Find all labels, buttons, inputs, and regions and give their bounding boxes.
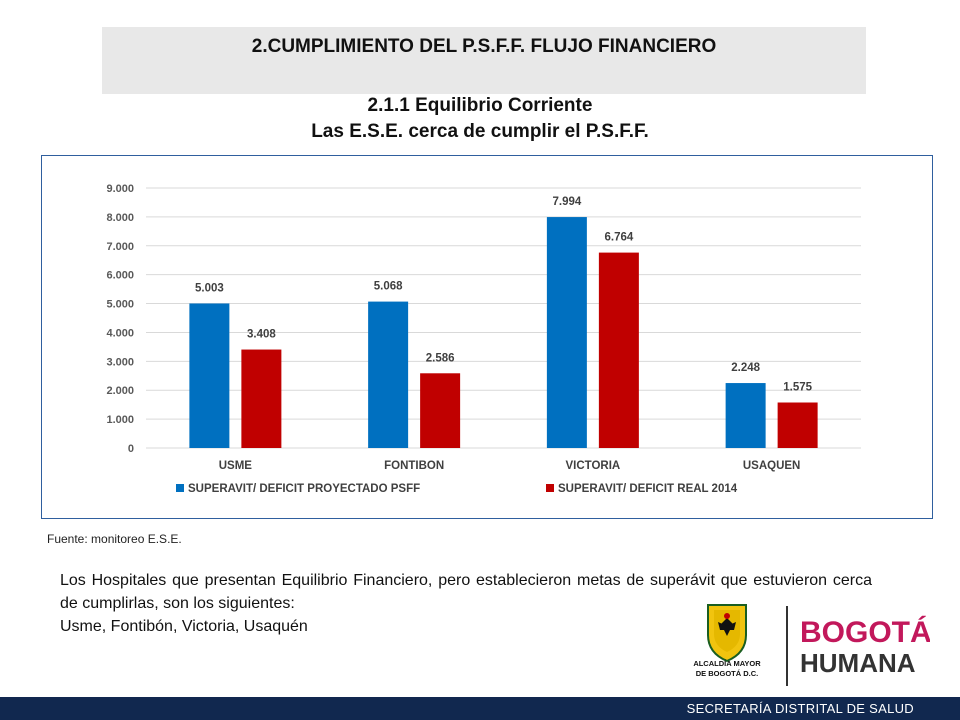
section-subtitle: 2.1.1 Equilibrio Corriente [367, 95, 593, 116]
source-note: Fuente: monitoreo E.S.E. [47, 532, 182, 546]
page-title: 2.CUMPLIMIENTO DEL P.S.F.F. FLUJO FINANC… [251, 36, 717, 57]
summary-text: Los Hospitales que presentan Equilibrio … [60, 572, 872, 612]
hospital-list: Usme, Fontibón, Victoria, Usaquén [60, 618, 308, 635]
category-label: FONTIBON [384, 460, 444, 472]
legend-swatch [546, 484, 554, 492]
y-tick-label: 7.000 [106, 241, 134, 253]
legend-label: SUPERAVIT/ DEFICIT REAL 2014 [558, 483, 738, 495]
bar-projected [368, 301, 409, 448]
bar-projected [546, 217, 587, 448]
logos: ALCALDÍA MAYOR DE BOGOTÁ D.C. BOGOTÁ HUM… [693, 604, 930, 686]
bogota-logo-word2: HUMANA [800, 648, 916, 678]
bogota-logo-word1: BOGOTÁ [800, 615, 930, 649]
footer-bar: SECRETARÍA DISTRITAL DE SALUD [0, 697, 960, 720]
data-label: 6.764 [604, 232, 633, 244]
bar-real [241, 349, 282, 448]
alcaldia-label-line2: DE BOGOTÁ D.C. [696, 669, 759, 678]
bar-projected [725, 383, 766, 448]
y-tick-label: 1.000 [106, 414, 134, 426]
legend-label: SUPERAVIT/ DEFICIT PROYECTADO PSFF [188, 483, 420, 495]
legend-swatch [176, 484, 184, 492]
title-box: 2.CUMPLIMIENTO DEL P.S.F.F. FLUJO FINANC… [102, 27, 866, 94]
bar-real [777, 402, 818, 448]
y-tick-label: 2.000 [106, 385, 134, 397]
data-label: 2.586 [426, 352, 455, 364]
bar-real [598, 252, 639, 448]
y-tick-label: 6.000 [106, 270, 134, 282]
summary-paragraph: Los Hospitales que presentan Equilibrio … [60, 569, 872, 638]
y-tick-label: 8.000 [106, 212, 134, 224]
data-label: 2.248 [731, 362, 760, 374]
category-label: USME [219, 460, 253, 472]
data-label: 5.068 [374, 281, 403, 293]
y-tick-label: 3.000 [106, 356, 134, 368]
section-description: Las E.S.E. cerca de cumplir el P.S.F.F. [311, 121, 649, 142]
category-label: VICTORIA [566, 460, 621, 472]
y-tick-label: 0 [128, 443, 134, 455]
data-label: 3.408 [247, 329, 276, 341]
data-label: 7.994 [552, 196, 581, 208]
alcaldia-seal [707, 604, 747, 663]
bar-real [420, 373, 461, 448]
y-tick-label: 4.000 [106, 327, 134, 339]
bar-projected [189, 303, 230, 448]
category-label: USAQUEN [743, 460, 801, 472]
data-label: 5.003 [195, 282, 224, 294]
y-tick-label: 9.000 [106, 183, 134, 195]
y-tick-label: 5.000 [106, 299, 134, 311]
data-label: 1.575 [783, 382, 812, 394]
alcaldia-label-line1: ALCALDÍA MAYOR [693, 659, 761, 668]
bar-chart: 0 1.000 2.000 3.000 4.000 5.000 6.000 7.000 8.00… [106, 183, 861, 495]
footer-text: SECRETARÍA DISTRITAL DE SALUD [686, 701, 914, 716]
